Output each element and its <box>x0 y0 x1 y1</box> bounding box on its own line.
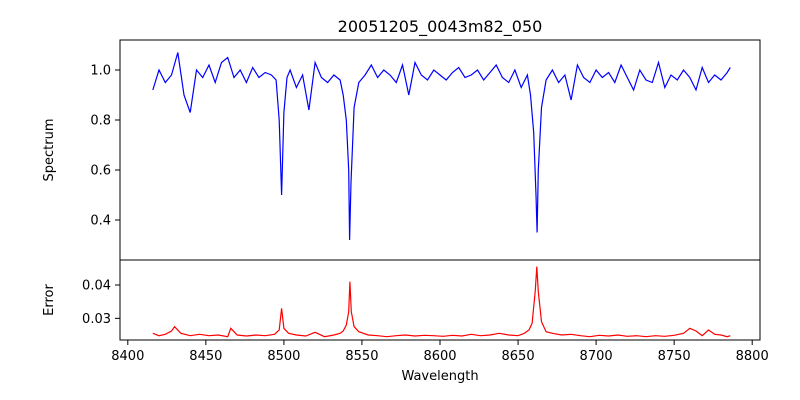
x-tick-label: 8600 <box>423 349 456 364</box>
x-tick-label: 8800 <box>736 349 769 364</box>
spectrum-y-axis-label: Spectrum <box>42 119 57 182</box>
error-axes-frame <box>119 259 761 341</box>
error-y-axis-label: Error <box>42 284 57 316</box>
spectrum-line <box>152 52 731 241</box>
spectrum-y-tick-label: 0.8 <box>90 114 111 129</box>
spectrum-y-ticks: 0.4 0.6 0.8 1.0 <box>90 64 120 229</box>
error-y-tick-label: 0.03 <box>82 312 111 327</box>
chart-title: 20051205_0043m82_050 <box>338 17 543 37</box>
x-tick-label: 8700 <box>580 349 613 364</box>
spectrum-y-tick-label: 1.0 <box>90 64 111 79</box>
x-axis-label: Wavelength <box>401 369 478 384</box>
x-tick-label: 8550 <box>345 349 378 364</box>
x-tick-label: 8750 <box>658 349 691 364</box>
error-y-ticks: 0.03 0.04 <box>82 279 120 327</box>
error-line <box>152 266 731 338</box>
spectrum-y-tick-label: 0.6 <box>90 164 111 179</box>
spectrum-y-tick-label: 0.4 <box>90 214 111 229</box>
error-y-tick-label: 0.04 <box>82 279 111 294</box>
x-axis-ticks: 8400 8450 8500 8550 8600 8650 8700 8750 8800 <box>111 340 769 364</box>
x-tick-label: 8500 <box>267 349 300 364</box>
x-tick-label: 8650 <box>502 349 535 364</box>
x-tick-label: 8400 <box>111 349 144 364</box>
spectrum-panel: 0.4 0.6 0.8 1.0 Spectrum <box>42 39 761 261</box>
x-tick-label: 8450 <box>189 349 222 364</box>
spectrum-axes-frame <box>119 39 761 261</box>
error-panel: 0.03 0.04 8400 8450 8500 8550 8600 8650 8700 875… <box>42 259 769 384</box>
